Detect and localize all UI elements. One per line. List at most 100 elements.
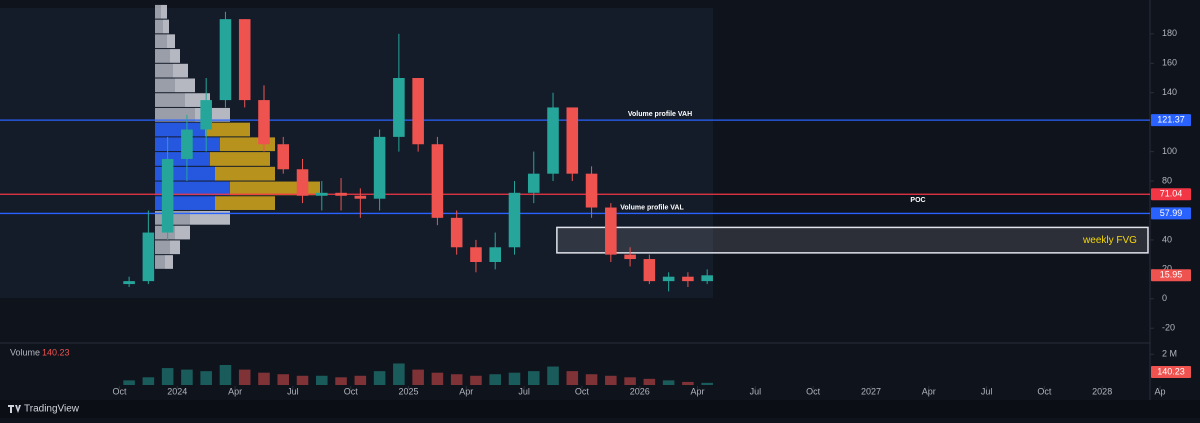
candle-body [547,107,559,174]
volume-bar [200,371,212,385]
profile-up [155,93,185,107]
profile-up [155,122,205,137]
volume-bar [431,372,444,385]
profile-up [155,49,170,63]
volume-bar [258,372,270,385]
profile-up [155,19,163,34]
candle-body [161,158,174,233]
candle-body [489,247,501,262]
last-price-label: 15.95 [1160,270,1183,280]
candle-body [296,169,309,196]
y-tick-label: -20 [1162,323,1175,333]
x-tick-label: Oct [575,386,590,396]
candle-body [238,19,251,101]
volume-bar [296,375,309,385]
profile-down [161,4,167,19]
candle-body [200,100,212,130]
volume-tick-label: 2 M [1162,349,1177,359]
x-tick-label: Jul [981,386,993,396]
candle-body [643,259,656,282]
x-tick-label: 2026 [630,386,650,396]
volume-bar [605,375,617,385]
profile-up [155,181,230,196]
candle-body [393,78,405,137]
profile-down [175,225,190,240]
candle-body [219,19,232,101]
volume-bar [142,377,155,385]
volume-bar [412,369,424,385]
x-tick-label: Apr [922,386,936,396]
candle-body [431,144,444,218]
x-tick-label: Oct [344,386,359,396]
profile-up [155,4,161,19]
volume-bar [682,381,694,385]
volume-bar [335,377,347,385]
level-label: POC [910,197,925,204]
profile-up [155,255,165,269]
x-tick-label: Apr [228,386,242,396]
candle-body [682,276,694,282]
visible-range-shade [0,8,713,298]
candle-body [316,192,328,196]
profile-up [155,240,170,255]
y-tick-label: 20 [1162,264,1172,274]
candle-body [123,281,135,285]
profile-down [215,196,275,210]
candle-body [277,144,290,170]
x-tick-label: Jul [287,386,299,396]
volume-badge-label: 140.23 [1157,366,1185,376]
candle-body [412,78,424,145]
candle-body [527,173,540,193]
price-badge-label: 57.99 [1160,208,1183,218]
profile-down [215,166,275,181]
candle-body [450,217,463,248]
y-tick-label: 80 [1162,175,1172,185]
profile-down [170,49,180,63]
volume-bar [238,369,251,385]
profile-down [165,255,173,269]
volume-bar [277,374,290,385]
last-price-badge [1151,269,1191,282]
volume-badge [1151,366,1191,378]
volume-bar [701,382,713,385]
profile-down [163,19,169,34]
x-tick-label: Oct [806,386,821,396]
profile-up [155,107,195,122]
y-tick-label: 40 [1162,234,1172,244]
candle-body [181,129,193,159]
y-tick-label: 0 [1162,293,1167,303]
x-tick-label: 2028 [1092,386,1112,396]
profile-down [173,63,188,78]
profile-up [155,78,175,93]
x-tick-label: Oct [1037,386,1052,396]
x-tick-label: Apr [459,386,473,396]
volume-bar [123,380,135,385]
volume-bar [470,375,482,385]
candle-body [566,107,579,174]
x-tick-label: Ap [1154,386,1165,396]
x-tick-label: 2027 [861,386,881,396]
candle-body [585,173,598,208]
level-label: Volume profile VAL [620,204,684,211]
fvg-box [556,226,1149,254]
volume-bar [547,366,559,385]
volume-title: Volume [10,347,40,357]
logo [8,405,21,413]
volume-bar [566,371,579,385]
volume-bar [316,375,328,385]
candle-body [508,192,521,248]
y-tick-label: 180 [1162,28,1177,38]
volume-bar [354,375,367,385]
y-tick-label: 140 [1162,87,1177,97]
y-tick-label: 100 [1162,146,1177,156]
candle-body [335,192,347,196]
candle-body [354,195,367,199]
candle-body [142,232,155,282]
price-badge [1151,188,1191,201]
brand: TradingView [24,404,80,415]
x-tick-label: 2025 [398,386,418,396]
volume-bar [393,363,405,385]
profile-up [155,34,167,49]
